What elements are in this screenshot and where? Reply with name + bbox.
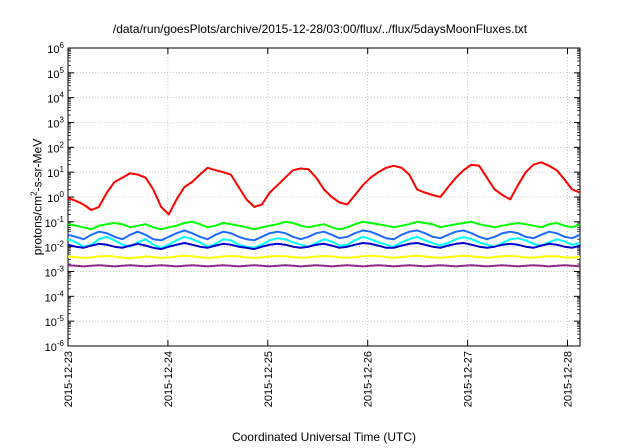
y-tick-label-base: 10	[47, 143, 59, 155]
y-tick-label-exp: -3	[57, 265, 65, 274]
grid	[68, 48, 580, 346]
x-tick-label: 2015-12-24	[163, 351, 175, 407]
y-tick-label-exp: 5	[60, 66, 65, 75]
y-tick-label: 104	[47, 91, 64, 106]
y-tick-label-base: 10	[47, 69, 59, 81]
x-tick-label: 2015-12-23	[63, 351, 75, 407]
series-line-6	[67, 264, 581, 268]
x-tick-label: 2015-12-27	[463, 351, 475, 407]
x-tick-label: 2015-12-26	[363, 351, 375, 407]
y-tick-label-base: 10	[45, 218, 57, 230]
y-tick-label-exp: -1	[57, 215, 65, 224]
y-tick-label-base: 10	[45, 243, 57, 255]
y-tick-label-base: 10	[47, 193, 59, 205]
x-axis-label: Coordinated Universal Time (UTC)	[231, 430, 417, 444]
y-tick-label-base: 10	[47, 119, 59, 131]
ticks: 10-610-510-410-310-210-11001011021031041…	[45, 41, 580, 407]
series-line-1	[67, 220, 581, 231]
y-tick-label-exp: 6	[60, 41, 65, 50]
y-tick-label-base: 10	[47, 94, 59, 106]
y-tick-label: 100	[47, 190, 64, 205]
series-line-3	[67, 229, 581, 242]
x-tick-label: 2015-12-28	[563, 351, 575, 407]
y-tick-label-exp: 0	[60, 190, 65, 199]
y-tick-label-exp: 2	[60, 140, 65, 149]
y-tick-label-base: 10	[47, 168, 59, 180]
y-tick-label-base: 10	[45, 292, 57, 304]
y-tick-label-exp: -5	[57, 314, 65, 323]
y-tick-label-base: 10	[45, 342, 57, 354]
y-tick-label: 10-4	[45, 289, 65, 304]
chart-title: /data/run/goesPlots/archive/2015-12-28/0…	[112, 22, 528, 36]
y-tick-label-exp: -4	[57, 289, 65, 298]
series-line-5	[67, 254, 581, 260]
y-tick-label: 10-1	[45, 215, 65, 230]
y-tick-label: 10-6	[45, 339, 65, 354]
y-tick-label: 105	[47, 66, 64, 81]
y-tick-label: 106	[47, 41, 64, 56]
series-line-4	[67, 242, 581, 251]
series-group	[67, 161, 581, 268]
y-tick-label: 101	[47, 165, 64, 180]
y-tick-label-exp: 4	[60, 91, 65, 100]
y-tick-label-base: 10	[45, 317, 57, 329]
y-tick-label: 10-2	[45, 240, 65, 255]
y-tick-label: 10-3	[45, 265, 65, 280]
x-tick-label: 2015-12-25	[263, 351, 275, 407]
y-tick-label-exp: 3	[60, 116, 65, 125]
y-tick-label: 102	[47, 140, 64, 155]
y-tick-label: 103	[47, 116, 64, 131]
series-line-0	[67, 161, 581, 216]
y-tick-label-base: 10	[47, 44, 59, 56]
y-tick-label: 10-5	[45, 314, 65, 329]
y-tick-label-exp: -2	[57, 240, 65, 249]
y-tick-label-base: 10	[45, 268, 57, 280]
y-tick-label-exp: 1	[60, 165, 65, 174]
y-tick-label-exp: -6	[57, 339, 65, 348]
